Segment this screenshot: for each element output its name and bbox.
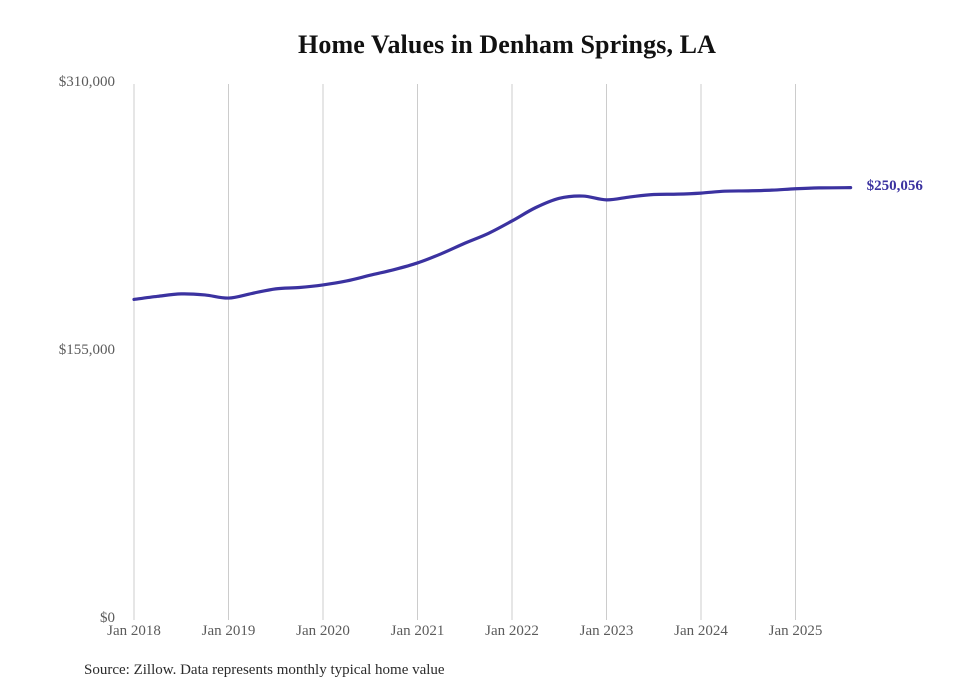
x-tick-label-1: Jan 2019 [201,623,256,639]
x-tick-label-7: Jan 2025 [768,623,823,639]
y-tick-label-0: $310,000 [58,74,115,90]
x-tick-label-5: Jan 2023 [579,623,634,639]
series-line-typical-home-value [132,186,853,302]
end-value-label: $250,056 [866,177,923,194]
gridlines-group [133,84,796,620]
x-tick-label-4: Jan 2022 [485,623,539,639]
x-tick-label-0: Jan 2018 [107,623,161,639]
y-tick-label-1: $155,000 [58,342,115,358]
x-tick-label-3: Jan 2021 [390,623,445,639]
y-tick-label-2: $0 [100,610,115,626]
source-note: Source: Zillow. Data represents monthly … [84,662,445,678]
chart-title: Home Values in Denham Springs, LA [298,30,716,59]
series-group [132,186,853,302]
x-tick-label-6: Jan 2024 [674,623,728,639]
x-tick-label-2: Jan 2020 [296,623,350,639]
